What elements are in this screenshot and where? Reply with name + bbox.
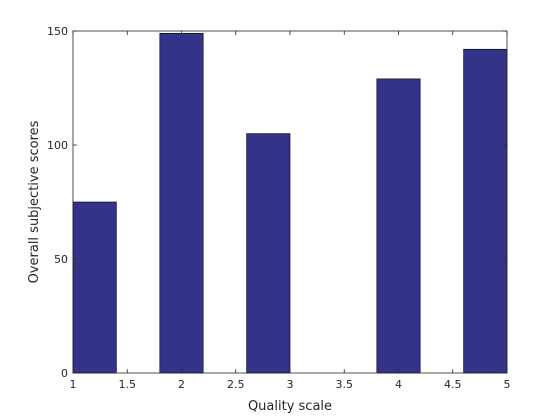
bar <box>72 201 117 374</box>
bar <box>159 32 204 374</box>
x-tick-label: 4.5 <box>444 378 462 391</box>
bar <box>463 48 508 374</box>
x-tick-label: 4 <box>395 378 402 391</box>
y-tick-label: 0 <box>61 367 68 380</box>
y-tick-label: 150 <box>47 25 68 38</box>
x-tick-label: 2 <box>178 378 185 391</box>
x-tick-label: 5 <box>504 378 511 391</box>
y-tick-label: 100 <box>47 139 68 152</box>
y-tick-label: 50 <box>54 253 68 266</box>
bar <box>246 133 291 374</box>
x-tick-label: 1 <box>70 378 77 391</box>
x-axis-label: Quality scale <box>248 399 332 414</box>
x-tick-label: 3 <box>287 378 294 391</box>
x-tick-label: 1.5 <box>119 378 137 391</box>
x-tick-label: 2.5 <box>227 378 245 391</box>
y-axis-label: Overall subjective scores <box>27 120 42 283</box>
bar <box>376 78 421 374</box>
x-tick-label: 3.5 <box>336 378 354 391</box>
